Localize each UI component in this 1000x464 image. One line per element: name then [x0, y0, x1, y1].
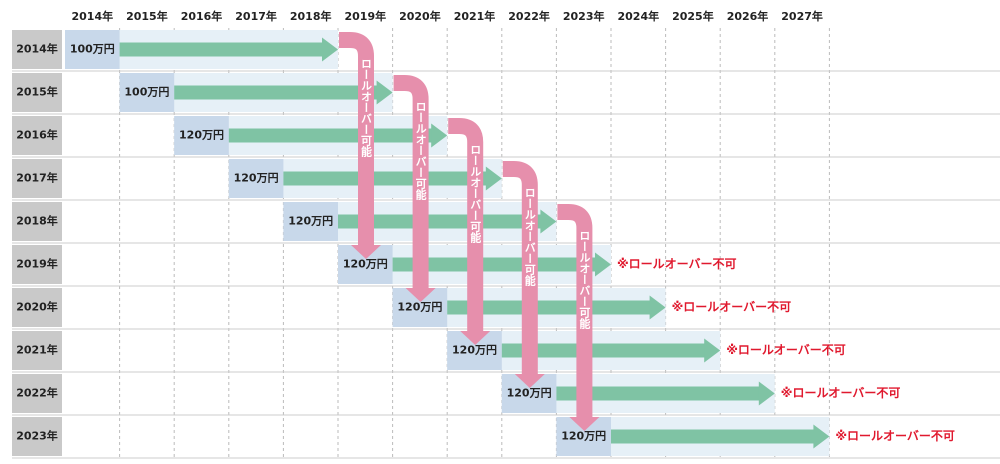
row-label-box: [12, 417, 62, 456]
amount: 120万円: [343, 258, 388, 271]
amount: 120万円: [288, 215, 333, 228]
period-arrow-body: [283, 171, 488, 186]
period-arrow-head: [649, 295, 666, 320]
rollover-note: ※ロールオーバー不可: [781, 386, 901, 400]
rollover-label: ロールオーバー可能: [469, 144, 482, 244]
row-label-box: [12, 374, 62, 413]
period-arrow-body: [228, 128, 434, 143]
period-arrow-body: [556, 386, 761, 401]
amount: 120万円: [507, 387, 552, 400]
row-label: 2022年: [16, 386, 58, 400]
period-arrow-head: [322, 37, 338, 62]
year-header: 2018年: [290, 9, 332, 23]
amount: 120万円: [179, 129, 224, 142]
row-label: 2023年: [16, 429, 58, 443]
rollover-arrow-head: [405, 288, 436, 302]
amount-box: [119, 73, 175, 112]
year-header: 2026年: [727, 9, 769, 23]
period-arrow-body: [119, 42, 324, 57]
year-header: 2027年: [781, 9, 823, 23]
row-label-box: [12, 245, 62, 284]
period-arrow-head: [704, 338, 721, 363]
rollover-arrow-head: [514, 374, 545, 388]
row-label: 2021年: [16, 343, 58, 357]
year-header: 2020年: [399, 9, 441, 23]
rollover-arrow: [557, 204, 593, 417]
year-header: 2017年: [235, 9, 277, 23]
year-header: 2025年: [672, 9, 714, 23]
period-arrow-head: [376, 80, 393, 105]
period-arrow-body: [611, 429, 816, 444]
year-header: 2024年: [617, 9, 659, 23]
rollover-arrow-head: [460, 331, 491, 345]
amount: 120万円: [561, 430, 606, 443]
rollover-arrow-head: [569, 417, 600, 431]
row-label: 2014年: [16, 42, 58, 56]
amount-box: [228, 159, 284, 198]
rollover-note: ※ロールオーバー不可: [617, 257, 737, 271]
row-label: 2019年: [16, 257, 58, 271]
rollover-label: ロールオーバー可能: [578, 230, 591, 330]
rollover-label: ロールオーバー可能: [360, 58, 373, 158]
rollover-label: ロールオーバー可能: [414, 101, 427, 201]
amount: 100万円: [124, 86, 169, 99]
rollover-arrow: [448, 118, 484, 331]
row-label: 2015年: [16, 85, 58, 99]
row-label: 2016年: [16, 128, 58, 142]
amount-box: [65, 30, 120, 69]
period-arrow-body: [338, 214, 543, 229]
amount-box: [283, 202, 338, 241]
row-label: 2018年: [16, 214, 58, 228]
period-arrow-body: [174, 85, 379, 100]
amount: 120万円: [234, 172, 279, 185]
rollover-note: ※ロールオーバー不可: [835, 429, 955, 443]
rollover-arrow-head: [351, 245, 381, 259]
amount: 100万円: [70, 43, 115, 56]
year-header: 2019年: [344, 9, 386, 23]
rollover-arrow: [339, 32, 374, 245]
year-header: 2022年: [508, 9, 550, 23]
row-label-box: [12, 30, 62, 69]
rollover-note: ※ロールオーバー不可: [726, 343, 846, 357]
year-header: 2016年: [181, 9, 223, 23]
period-arrow-head: [540, 209, 557, 234]
period-arrow-body: [447, 300, 652, 315]
period-arrow-body: [392, 257, 597, 272]
rollover-note: ※ロールオーバー不可: [672, 300, 792, 314]
row-label-box: [12, 159, 62, 198]
year-header: 2014年: [71, 9, 113, 23]
period-arrow-head: [813, 424, 830, 449]
row-label-box: [12, 288, 62, 327]
amount: 120万円: [397, 301, 442, 314]
amount: 120万円: [452, 344, 497, 357]
row-label: 2020年: [16, 300, 58, 314]
rollover-arrow: [393, 75, 429, 288]
period-arrow-head: [485, 166, 502, 191]
row-label-box: [12, 331, 62, 370]
period-arrow-head: [595, 252, 611, 277]
row-label: 2017年: [16, 171, 58, 185]
rollover-label: ロールオーバー可能: [523, 187, 536, 287]
year-header: 2023年: [563, 9, 605, 23]
amount-box: [174, 116, 229, 155]
period-arrow-head: [431, 123, 448, 148]
period-arrow-head: [758, 381, 775, 406]
row-label-box: [12, 73, 62, 112]
rollover-arrow: [502, 161, 538, 374]
row-label-box: [12, 116, 62, 155]
year-header: 2021年: [454, 9, 496, 23]
row-label-box: [12, 202, 62, 241]
period-arrow-body: [501, 343, 707, 358]
year-header: 2015年: [126, 9, 168, 23]
